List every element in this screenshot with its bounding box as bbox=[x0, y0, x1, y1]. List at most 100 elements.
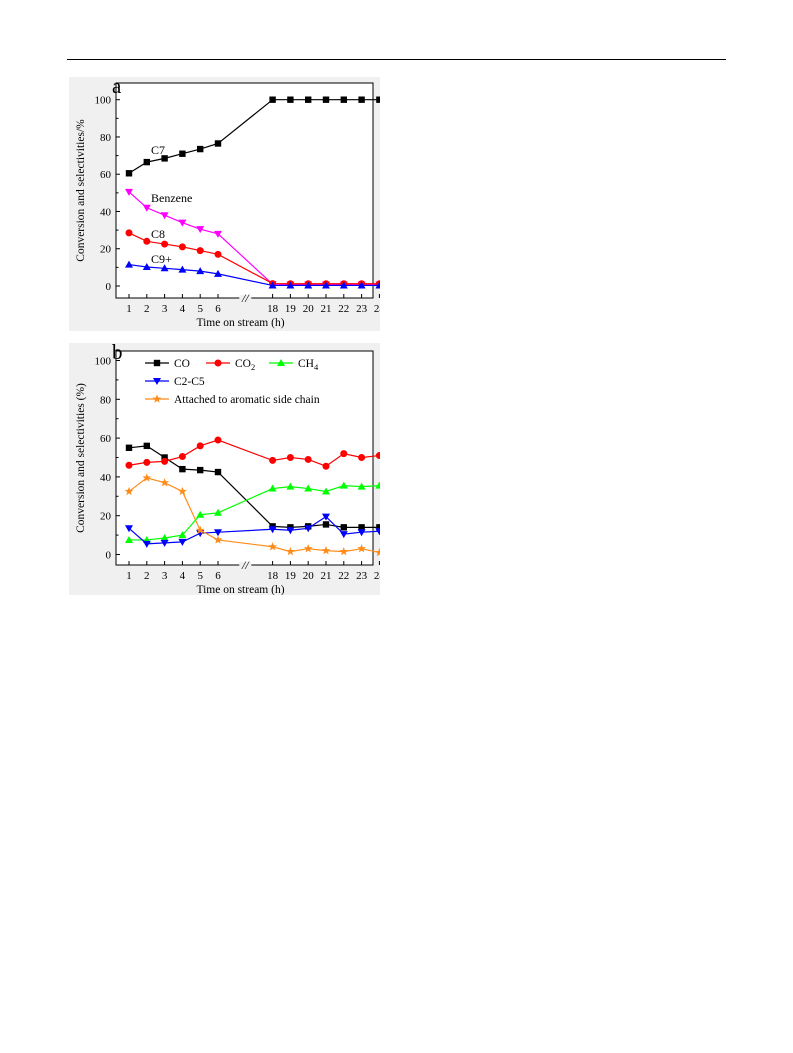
legend-marker-attached-to-aromatic-side-chain bbox=[152, 394, 162, 403]
data-point-attached-to-aromatic-side-chain bbox=[286, 546, 295, 556]
x-tick-label: 22 bbox=[338, 303, 349, 315]
data-point-ch4 bbox=[196, 510, 205, 518]
data-point-c2-c5 bbox=[339, 531, 348, 539]
legend-label: Attached to aromatic side chain bbox=[174, 394, 320, 406]
data-point-ch4 bbox=[214, 508, 222, 516]
x-tick-label: 23 bbox=[356, 303, 368, 315]
y-tick-label: 20 bbox=[100, 511, 112, 523]
data-point-c7 bbox=[125, 170, 133, 177]
x-tick-label: 24 bbox=[374, 303, 380, 315]
legend-entry-c2-c5: C2-C5 bbox=[145, 376, 205, 388]
legend-marker-co bbox=[153, 359, 161, 367]
x-tick-label: 5 bbox=[197, 303, 203, 315]
x-tick-label: 20 bbox=[303, 570, 315, 582]
axis-break-gap bbox=[239, 562, 252, 568]
data-point-attached-to-aromatic-side-chain bbox=[124, 486, 134, 496]
data-point-c8 bbox=[196, 247, 204, 255]
legend-label-text: CO bbox=[174, 358, 190, 370]
data-point-c9 bbox=[304, 281, 313, 289]
data-point-attached-to-aromatic-side-chain bbox=[303, 544, 313, 553]
data-point-co2 bbox=[143, 458, 151, 466]
data-point-co bbox=[179, 465, 186, 473]
data-point-co2 bbox=[304, 455, 312, 463]
data-point-ch4 bbox=[125, 535, 133, 543]
data-point-c9 bbox=[375, 281, 380, 289]
data-point-c7 bbox=[305, 96, 312, 103]
data-point-ch4 bbox=[304, 484, 313, 492]
data-point-c2-c5 bbox=[357, 529, 366, 537]
data-point-c9 bbox=[339, 281, 348, 289]
data-point-co2 bbox=[375, 452, 380, 460]
data-point-benzene bbox=[196, 226, 205, 234]
legend-label-subscript: 4 bbox=[314, 362, 319, 372]
y-tick-label: 0 bbox=[106, 281, 112, 293]
y-tick-label: 40 bbox=[100, 206, 112, 218]
y-tick-label: 100 bbox=[95, 356, 112, 368]
data-point-co bbox=[376, 524, 380, 531]
legend-marker-c2-c5 bbox=[153, 378, 161, 385]
data-point-c7 bbox=[143, 158, 150, 166]
x-tick-label: 21 bbox=[321, 570, 332, 582]
data-point-ch4 bbox=[339, 481, 348, 489]
x-tick-label: 18 bbox=[267, 570, 279, 582]
data-point-c9 bbox=[178, 265, 187, 273]
data-point-ch4 bbox=[375, 481, 380, 489]
data-point-c2-c5 bbox=[125, 525, 133, 533]
data-point-co2 bbox=[214, 436, 222, 444]
y-tick-label: 60 bbox=[100, 169, 112, 181]
data-point-c7 bbox=[358, 96, 365, 103]
data-point-ch4 bbox=[268, 484, 277, 492]
data-point-c2-c5 bbox=[304, 525, 313, 533]
x-tick-label: 20 bbox=[303, 303, 315, 315]
data-point-attached-to-aromatic-side-chain bbox=[160, 478, 169, 487]
data-point-c2-c5 bbox=[160, 539, 169, 547]
data-point-co bbox=[143, 442, 150, 450]
data-point-c9 bbox=[125, 260, 133, 268]
data-point-benzene bbox=[214, 230, 222, 238]
series-label-c7: C7 bbox=[151, 143, 165, 157]
y-tick-label: 0 bbox=[106, 550, 112, 562]
legend-label-text: Attached to aromatic side chain bbox=[174, 394, 320, 406]
legend-label-subscript: 2 bbox=[251, 362, 255, 372]
x-tick-label: 6 bbox=[215, 570, 221, 582]
x-tick-label: 6 bbox=[215, 303, 221, 315]
series-label-c9: C9+ bbox=[151, 252, 172, 266]
data-point-benzene bbox=[142, 204, 151, 212]
data-point-c7 bbox=[287, 96, 294, 103]
data-point-c9 bbox=[322, 281, 330, 289]
figure-panel-a: 02040608010012345618192021222324//Time o… bbox=[69, 77, 380, 331]
data-point-c8 bbox=[125, 229, 133, 237]
series-label-benzene: Benzene bbox=[151, 191, 192, 205]
legend-entry-attached-to-aromatic-side-chain: Attached to aromatic side chain bbox=[145, 394, 320, 406]
series-c2-c5 bbox=[125, 513, 380, 548]
axis-break-gap bbox=[239, 295, 252, 301]
x-tick-label: 2 bbox=[144, 570, 150, 582]
data-point-ch4 bbox=[160, 534, 169, 542]
data-point-c2-c5 bbox=[142, 540, 151, 548]
y-tick-label: 40 bbox=[100, 472, 112, 484]
data-point-attached-to-aromatic-side-chain bbox=[195, 525, 205, 534]
data-point-attached-to-aromatic-side-chain bbox=[142, 473, 152, 482]
plot-area bbox=[115, 350, 374, 566]
data-point-c9 bbox=[214, 269, 222, 277]
plot-area bbox=[115, 82, 374, 299]
data-point-co2 bbox=[196, 442, 204, 450]
data-point-c7 bbox=[161, 155, 168, 162]
data-point-c2-c5 bbox=[268, 526, 277, 534]
data-point-co bbox=[340, 524, 347, 531]
y-tick-label: 60 bbox=[100, 433, 112, 445]
data-point-c2-c5 bbox=[375, 528, 380, 536]
x-tick-label: 19 bbox=[285, 570, 297, 582]
legend-entry-co: CO bbox=[145, 358, 190, 370]
legend-label-text: C2-C5 bbox=[174, 376, 205, 388]
x-tick-label: 2 bbox=[144, 303, 150, 315]
legend-marker-ch4 bbox=[277, 359, 285, 366]
data-point-attached-to-aromatic-side-chain bbox=[268, 542, 277, 551]
data-point-c7 bbox=[322, 96, 330, 103]
legend-label: CH4 bbox=[298, 358, 319, 372]
x-tick-label: 21 bbox=[321, 303, 332, 315]
x-tick-label: 1 bbox=[126, 303, 132, 315]
legend-label: CO bbox=[174, 358, 190, 370]
y-tick-label: 20 bbox=[100, 244, 112, 256]
